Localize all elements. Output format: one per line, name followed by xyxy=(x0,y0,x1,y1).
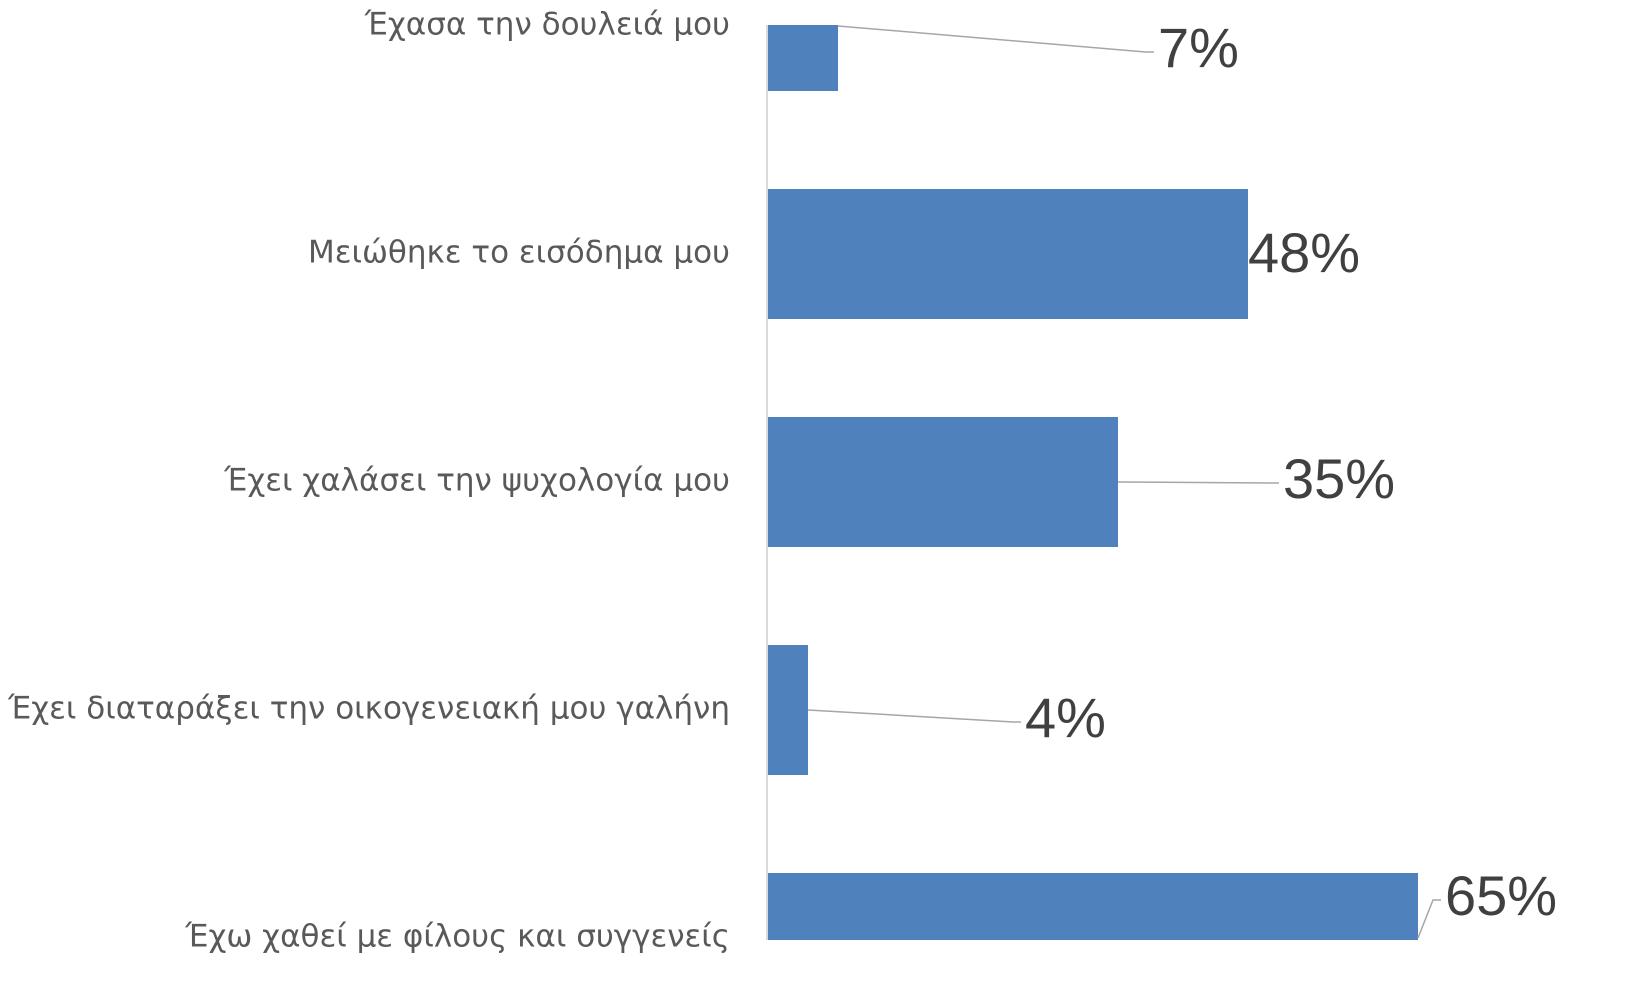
chart: Έχασα την δουλειά μου 7% Μειώθηκε το εισόδ… xyxy=(0,0,1631,997)
bar xyxy=(768,645,808,775)
bar xyxy=(768,417,1118,547)
leader-line xyxy=(1418,900,1441,938)
category-label: Μειώθηκε το εισόδημα μου xyxy=(308,235,730,271)
leader-line xyxy=(838,26,1154,52)
data-label: 35% xyxy=(1283,447,1395,510)
bar xyxy=(768,873,1418,997)
leader-line xyxy=(1118,482,1279,483)
data-label: 65% xyxy=(1445,864,1557,927)
data-label: 7% xyxy=(1158,16,1239,79)
category-label: Έχει διαταράξει την οικογενειακή μου γαλ… xyxy=(7,691,730,727)
category-label: Έχασα την δουλειά μου xyxy=(364,7,730,43)
data-label: 4% xyxy=(1025,686,1106,749)
bar xyxy=(768,0,838,91)
leader-line xyxy=(808,710,1021,722)
data-label: 48% xyxy=(1248,221,1360,284)
bar xyxy=(768,189,1248,319)
category-label: Έχει χαλάσει την ψυχολογία μου xyxy=(223,463,730,499)
category-label: Έχω χαθεί με φίλους και συγγενείς xyxy=(184,919,730,955)
page: {"chart_data": {"type": "bar", "orientat… xyxy=(0,0,1631,1001)
